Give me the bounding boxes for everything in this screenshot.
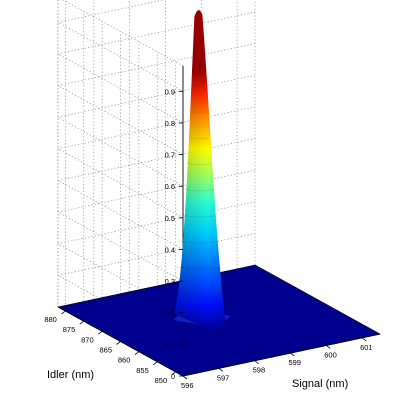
z-tick-label: 0.2 [165, 309, 175, 318]
x-tick-mark [182, 375, 188, 380]
top-outline [62, 0, 256, 265]
axes: 596 597 598 599 600 601 850 855 860 865 870 875 880 0… [44, 87, 381, 390]
peak-shading [174, 10, 228, 337]
peak-contour [183, 188, 214, 192]
y-tick-label: 850 [155, 376, 168, 385]
z-tick-label: 0.4 [165, 245, 175, 254]
x-axis-line [182, 333, 381, 377]
peak-contour [181, 214, 216, 218]
y-tick-mark [153, 361, 158, 366]
z-tick-label: 0.6 [165, 182, 175, 191]
y-axis-label: Idler (nm) [47, 369, 94, 381]
y-tick-label: 855 [136, 366, 149, 375]
z-tick-label: 0 [171, 372, 175, 381]
x-tick-label: 596 [181, 381, 194, 390]
y-tick-mark [134, 351, 140, 355]
y-tick-mark [171, 371, 176, 376]
axis-labels: Signal (nm) Idler (nm) [47, 369, 348, 390]
peak-contour [186, 162, 211, 166]
x-tick-mark [290, 352, 295, 357]
peak-contour [175, 266, 222, 270]
x-tick-label: 601 [360, 343, 373, 352]
x-tick-mark [218, 368, 224, 372]
x-tick-mark [326, 345, 331, 349]
z-tick-label: 0.1 [165, 340, 175, 349]
x-tick-label: 599 [288, 358, 301, 367]
z-gridline [57, 43, 256, 155]
x-tick-mark [361, 337, 367, 342]
y-tick-mark [79, 320, 84, 325]
z-tick-label: 0.8 [165, 119, 175, 128]
x-tick-label: 600 [324, 350, 337, 359]
peak-contour [188, 136, 209, 140]
z-gridline [57, 169, 256, 282]
z-tick-label: 0.5 [165, 214, 175, 223]
x-tick-mark [254, 360, 259, 365]
y-tick-label: 875 [63, 325, 76, 334]
z-gridline [57, 138, 256, 250]
y-tick-label: 870 [81, 335, 94, 344]
y-tick-label: 865 [100, 346, 113, 355]
z-tick-label: 0.3 [165, 277, 175, 286]
z-gridline [57, 74, 256, 187]
y-tick-label: 880 [44, 315, 57, 324]
y-tick-mark [116, 341, 121, 345]
z-tick-label: 0.9 [165, 87, 175, 96]
x-tick-label: 597 [217, 373, 230, 382]
z-gridline [57, 11, 256, 124]
peak-surface [172, 10, 231, 337]
peak-contour [172, 292, 225, 296]
x-tick-label: 598 [253, 366, 266, 375]
peak-contour [178, 240, 219, 244]
z-tick-label: 0.7 [165, 151, 175, 160]
y-tick-mark [97, 331, 103, 335]
x-axis-label: Signal (nm) [292, 378, 348, 390]
peak-contour [192, 84, 205, 88]
y-tick-label: 860 [118, 356, 131, 365]
z-gridline [57, 106, 256, 219]
y-tick-mark [61, 310, 66, 315]
peak-contour [190, 110, 207, 114]
